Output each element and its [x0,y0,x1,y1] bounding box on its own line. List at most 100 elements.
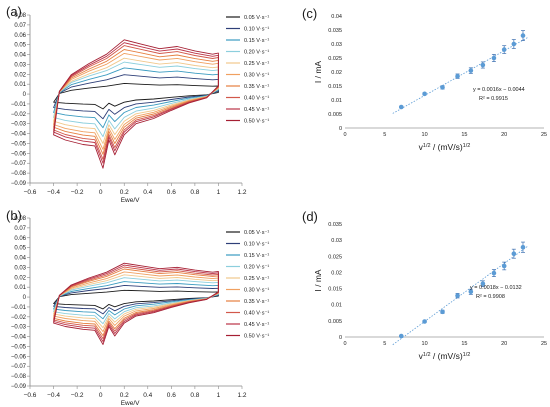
cv-curve-2 [53,74,219,120]
y-tick-label: −0.05 [11,141,27,147]
legend-label: 0.15 V·s⁻¹ [244,253,269,259]
y-tick-label: −0.03 [11,325,27,331]
x-tick-label: 1.2 [237,189,246,196]
y-tick-label: −0.01 [11,102,27,108]
x-tick-label: 1 [217,392,221,399]
legend-label: 0.25 V·s⁻¹ [244,276,269,282]
data-point [501,263,507,269]
x-tick-label: −0.6 [24,189,37,196]
x-tick-label: 1.2 [237,392,246,399]
x-axis-title-superscript: 1/2 [463,352,471,358]
x-tick-label: 0.4 [143,392,152,399]
data-point [440,309,445,315]
legend-label: 0.40 V·s⁻¹ [244,311,269,317]
scatter-plot-d: 0 0.005 0.01 0.015 0.02 0.025 0.03 0.035 0 5 10 15 2… [313,222,547,361]
y-tick-label: −0.06 [11,151,27,157]
y-tick-label: 0.02 [14,275,26,281]
legend-label: 0.10 V·s⁻¹ [244,242,269,248]
legend-label: 0.15 V·s⁻¹ [244,38,269,44]
x-tick-label: 1 [217,189,221,196]
y-tick-label: −0.07 [11,161,27,167]
y-tick-label: −0.02 [11,315,27,321]
legend-label: 0.45 V·s⁻¹ [244,322,269,328]
data-point [501,47,507,52]
data-point [440,85,445,90]
legend-label: 0.30 V·s⁻¹ [244,73,269,79]
trendline-equation: y = 0.0018x − 0.0132 [470,285,522,291]
legend-label: 0.25 V·s⁻¹ [244,61,269,67]
y-tick-label: 0.03 [331,238,342,244]
x-axis-title: Ewe/V [121,400,140,407]
r-squared-label: R² = 0.9908 [476,294,505,300]
x-tick-label: 0 [343,341,346,347]
y-tick-label: −0.02 [11,112,27,118]
trendline-equation: y = 0.0016x − 0.0044 [473,87,525,93]
y-tick-label: −0.08 [11,374,27,380]
y-tick-label: 0.015 [328,287,342,293]
y-tick-label: 0.035 [328,28,342,34]
y-tick-label: 0.01 [14,82,26,88]
y-tick-label: −0.01 [11,305,27,311]
cv-curve-9 [53,42,219,164]
y-tick-label: 0 [339,126,342,132]
legend-label: 0.40 V·s⁻¹ [244,96,269,102]
data-point [468,289,474,295]
x-tick-label: 25 [541,341,547,347]
x-tick-label: −0.2 [71,392,84,399]
data-point [455,293,460,298]
y-tick-label: 0.08 [14,13,26,19]
y-tick-label: −0.04 [11,335,27,341]
cv-curve-8 [53,45,219,160]
x-tick-label: 0.6 [167,189,176,196]
x-tick-label: 5 [383,341,386,347]
x-axis-title-part: / (mV/s) [431,142,463,152]
y-tick-label: 0.04 [14,53,26,59]
legend-label: 0.05 V·s⁻¹ [244,230,269,236]
x-tick-label: 15 [461,132,467,138]
y-tick-label: 0.01 [331,98,342,104]
x-tick-label: −0.2 [71,189,84,196]
y-axis-title: I / mA [313,269,323,292]
y-tick-label: 0.08 [14,216,26,222]
y-tick-label: 0.06 [14,33,26,39]
data-point [398,333,404,339]
y-tick-label: 0 [339,335,342,341]
data-point [422,319,427,324]
x-axis-title-superscript: 1/2 [463,143,471,149]
x-tick-label: −0.4 [47,189,60,196]
data-point [398,104,404,110]
x-axis-title: Ewe/V [121,197,140,204]
x-axis-title-part: v [419,142,424,152]
y-tick-label: 0.05 [14,246,26,252]
y-tick-label: 0.02 [14,72,26,78]
y-tick-label: 0.025 [328,56,342,62]
y-tick-label: −0.03 [11,122,27,128]
legend-label: 0.20 V·s⁻¹ [244,265,269,271]
panel-label-c: (c) [302,6,317,21]
x-tick-label: 0.2 [120,189,129,196]
y-tick-label: −0.05 [11,344,27,350]
y-axis-title: I / mA [313,61,323,84]
y-tick-label: −0.09 [11,384,27,390]
x-axis-title-part: v [419,351,424,361]
legend-label: 0.05 V·s⁻¹ [244,15,269,21]
y-tick-label: 0.03 [331,42,342,48]
legend-label: 0.30 V·s⁻¹ [244,288,269,294]
x-tick-label: 0 [99,189,103,196]
x-tick-label: 0.8 [190,392,199,399]
y-tick-label: 0.04 [331,14,342,20]
y-tick-label: 0 [23,295,27,301]
x-axis-title-part: / (mV/s) [431,351,463,361]
data-point [491,270,497,276]
y-tick-label: 0.07 [14,23,26,29]
x-tick-label: 0.2 [120,392,129,399]
x-tick-label: 25 [541,132,547,138]
panel-label-b: (b) [6,208,22,223]
x-axis-title: v1/2 / (mV/s)1/2 [419,351,471,361]
cv-curve-10 [53,39,219,169]
y-tick-label: 0.04 [14,256,26,262]
data-point [511,41,517,47]
x-tick-label: 10 [422,132,428,138]
y-tick-label: 0.03 [14,265,26,271]
